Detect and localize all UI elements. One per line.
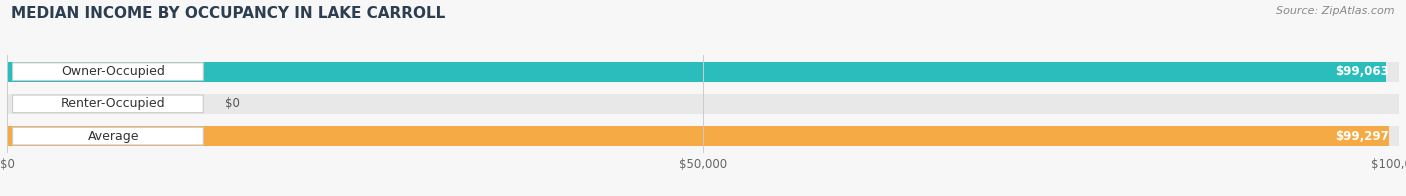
Bar [7,62,1399,82]
FancyBboxPatch shape [13,63,204,81]
Bar [7,94,1399,114]
Bar [7,62,1386,82]
Text: $99,297: $99,297 [1336,130,1389,143]
Text: $0: $0 [225,97,240,110]
Text: Owner-Occupied: Owner-Occupied [62,65,166,78]
Text: Source: ZipAtlas.com: Source: ZipAtlas.com [1277,6,1395,16]
Bar [7,126,1399,146]
FancyBboxPatch shape [13,127,204,145]
Text: $99,063: $99,063 [1336,65,1389,78]
Bar [7,126,1389,146]
Text: Renter-Occupied: Renter-Occupied [62,97,166,110]
FancyBboxPatch shape [13,95,204,113]
Text: Average: Average [87,130,139,143]
Text: MEDIAN INCOME BY OCCUPANCY IN LAKE CARROLL: MEDIAN INCOME BY OCCUPANCY IN LAKE CARRO… [11,6,446,21]
